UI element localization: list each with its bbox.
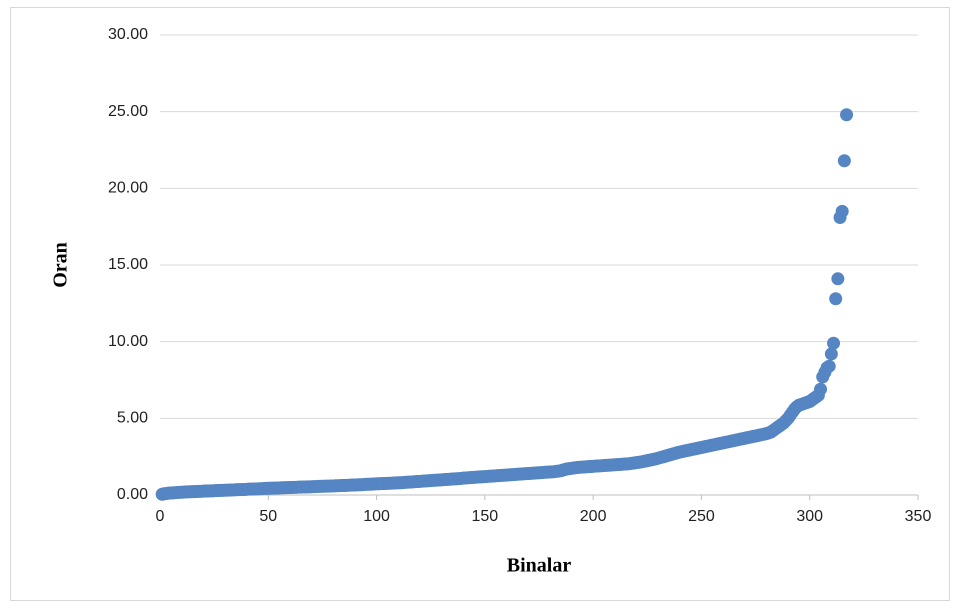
y-tick-label: 0.00 (117, 486, 148, 503)
x-tick-label: 200 (580, 508, 607, 525)
x-axis-title: Binalar (507, 555, 572, 577)
chart-border (10, 7, 950, 601)
y-tick-label: 25.00 (108, 103, 148, 120)
point (831, 272, 845, 286)
y-tick-label: 20.00 (108, 180, 148, 197)
y-tick-label: 5.00 (117, 410, 148, 427)
point (822, 359, 836, 373)
x-tick-label: 150 (472, 508, 499, 525)
x-tick-label: 350 (905, 508, 932, 525)
point (824, 347, 838, 361)
point (829, 292, 843, 306)
x-tick-label: 0 (156, 508, 165, 525)
point (827, 336, 841, 350)
y-axis-title: Oran (50, 242, 72, 288)
x-tick-label: 100 (363, 508, 390, 525)
x-tick-label: 50 (259, 508, 277, 525)
x-tick-label: 300 (796, 508, 823, 525)
point (814, 382, 828, 396)
point (840, 108, 854, 122)
point (835, 204, 849, 218)
y-tick-label: 15.00 (108, 256, 148, 273)
point (837, 154, 851, 168)
y-tick-label: 10.00 (108, 333, 148, 350)
x-tick-label: 250 (688, 508, 715, 525)
y-tick-label: 30.00 (108, 26, 148, 43)
